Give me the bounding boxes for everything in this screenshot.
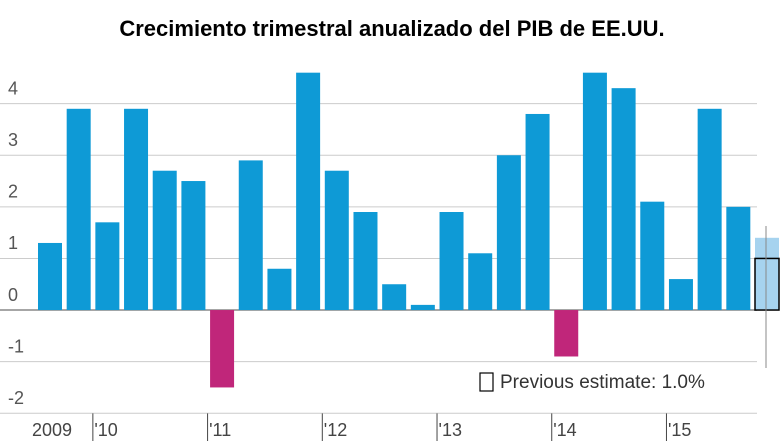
x-tick-label: 2009 bbox=[32, 420, 72, 440]
y-tick-label: -1 bbox=[8, 336, 24, 356]
x-tick-label: '11 bbox=[209, 420, 231, 440]
bar bbox=[496, 155, 521, 311]
y-tick-label: 0 bbox=[8, 285, 18, 305]
bar bbox=[697, 108, 722, 311]
bar bbox=[611, 88, 636, 311]
legend-swatch bbox=[479, 372, 494, 392]
bar bbox=[210, 310, 235, 388]
chart-title: Crecimiento trimestral anualizado del PI… bbox=[119, 16, 664, 41]
previous-estimate-box bbox=[754, 257, 780, 311]
y-tick-label: 1 bbox=[8, 233, 18, 253]
bar bbox=[468, 253, 493, 311]
x-tick-label: '14 bbox=[553, 420, 576, 440]
bar bbox=[439, 212, 464, 311]
y-tick-label: 4 bbox=[8, 78, 18, 98]
bar bbox=[267, 268, 292, 311]
legend-label: Previous estimate: 1.0% bbox=[500, 372, 705, 393]
bar bbox=[554, 310, 579, 357]
x-tick-label: '10 bbox=[94, 420, 117, 440]
bar bbox=[66, 108, 91, 311]
bar bbox=[525, 113, 550, 311]
bar bbox=[124, 108, 149, 311]
bar bbox=[382, 284, 407, 311]
bar bbox=[755, 237, 779, 311]
x-tick-label: '15 bbox=[668, 420, 691, 440]
bar bbox=[640, 201, 665, 311]
bar bbox=[726, 206, 751, 311]
bar bbox=[353, 212, 378, 311]
x-tick-label: '13 bbox=[439, 420, 462, 440]
bar bbox=[410, 304, 435, 311]
bar bbox=[152, 170, 177, 311]
bar bbox=[181, 181, 206, 311]
bar bbox=[668, 279, 693, 311]
x-tick-label: '12 bbox=[324, 420, 347, 440]
bar bbox=[238, 160, 263, 311]
y-tick-label: 3 bbox=[8, 130, 18, 150]
bar bbox=[38, 242, 62, 311]
bar bbox=[296, 72, 321, 311]
y-tick-label: -2 bbox=[8, 388, 24, 408]
y-tick-label: 2 bbox=[8, 182, 18, 202]
bar bbox=[324, 170, 349, 311]
bar bbox=[582, 72, 607, 311]
bar bbox=[95, 222, 120, 311]
